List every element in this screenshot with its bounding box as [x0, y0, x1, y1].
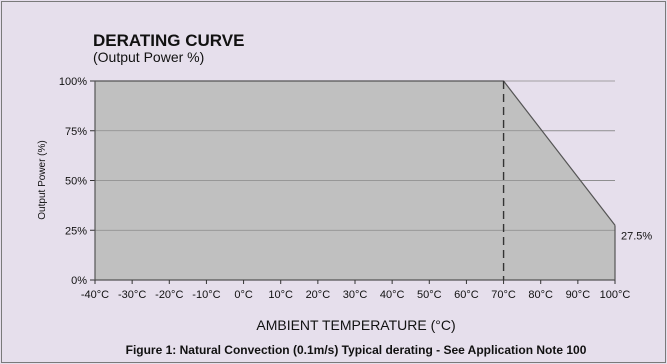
end-value-annotation: 27.5%: [621, 230, 652, 242]
x-tick-label: -20°C: [155, 289, 183, 301]
x-tick-label: 10°C: [268, 289, 293, 301]
plot-area: 27.5%: [94, 80, 652, 281]
x-tick-label: 30°C: [343, 289, 368, 301]
x-tick-label: 70°C: [491, 289, 516, 301]
x-tick-labels: -40°C -30°C -20°C -10°C 0°C 10°C 20°C 30°C 40°C 5…: [81, 280, 631, 301]
chart-title: DERATING CURVE: [93, 31, 244, 50]
x-tick-label: 80°C: [528, 289, 553, 301]
x-tick-label: 50°C: [417, 289, 442, 301]
y-axis-label: Output Power (%): [37, 140, 48, 219]
x-tick-label: 90°C: [566, 289, 591, 301]
x-tick-label: 40°C: [380, 289, 405, 301]
x-tick-label: 20°C: [306, 289, 331, 301]
y-tick-label: 100%: [59, 76, 87, 88]
y-tick-label: 25%: [65, 225, 87, 237]
x-tick-label: -30°C: [118, 289, 146, 301]
x-tick-label: 0°C: [234, 289, 253, 301]
figure-caption: Figure 1: Natural Convection (0.1m/s) Ty…: [126, 343, 587, 357]
y-tick-label: 75%: [65, 126, 87, 138]
x-tick-label: -40°C: [81, 289, 109, 301]
chart-subtitle: (Output Power %): [93, 49, 204, 65]
x-axis-label: AMBIENT TEMPERATURE (°C): [256, 317, 455, 333]
x-tick-label: -10°C: [192, 289, 220, 301]
y-tick-label: 50%: [65, 176, 87, 188]
y-tick-labels: 0% 25% 50% 75% 100%: [59, 76, 87, 287]
x-tick-label: 100°C: [600, 289, 631, 301]
x-tick-label: 60°C: [454, 289, 479, 301]
y-tick-label: 0%: [71, 275, 87, 287]
